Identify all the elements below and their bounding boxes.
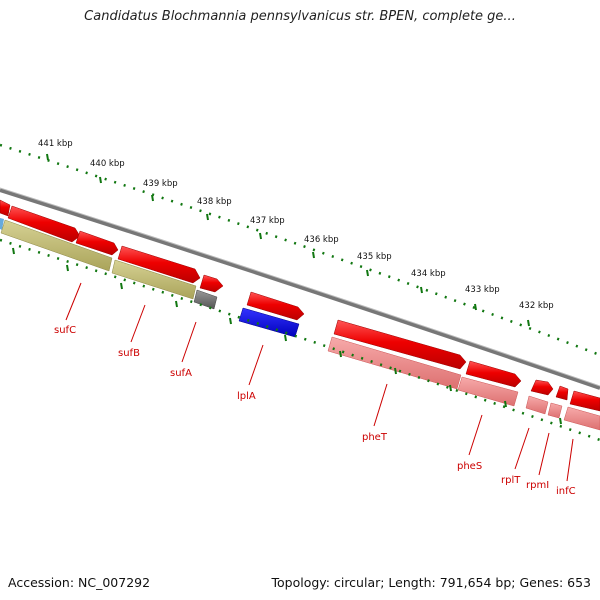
cds-band-pink[interactable] [563,406,600,431]
kbp-label-434: 434 kbp [411,269,446,279]
cds-band-pink[interactable] [547,402,563,419]
cds-band-pink[interactable] [525,395,549,415]
genome-stats-text: Topology: circular; Length: 791,654 bp; … [271,575,592,590]
kbp-label-436: 436 kbp [304,235,339,245]
cds-band-lightblue[interactable] [0,218,4,230]
gene-arrow[interactable] [530,379,554,396]
kbp-label-432: 432 kbp [519,301,554,311]
cds-band-pink[interactable] [457,376,519,407]
forward-strand-genes[interactable] [0,199,600,412]
gene-arrow[interactable] [555,385,569,401]
gene-arrow[interactable] [569,390,600,412]
gene-label-infC: infC [556,486,576,497]
kbp-label-439: 439 kbp [143,179,178,189]
kbp-label-440: 440 kbp [90,159,125,169]
gene-arrow[interactable] [117,245,201,284]
gene-arrow[interactable] [7,205,81,243]
gene-arrow[interactable] [0,199,11,217]
kbp-label-438: 438 kbp [197,197,232,207]
inner-major-ticks [12,247,562,425]
cds-band-gray[interactable] [193,289,218,310]
gene-arrow[interactable] [246,291,305,321]
cds-band-pink[interactable] [327,336,462,390]
gene-label-sufA: sufA [170,368,192,379]
gene-arrow[interactable] [465,360,522,388]
kbp-scale-labels: 441 kbp 440 kbp 439 kbp 438 kbp 437 kbp … [38,139,554,311]
kbp-label-435: 435 kbp [357,252,392,262]
kbp-label-437: 437 kbp [250,216,285,226]
cds-bands[interactable] [0,218,600,431]
gene-label-leaders [65,282,574,482]
genome-backbone [0,188,600,390]
gene-label-pheT: pheT [362,432,388,443]
gene-label-rpmI: rpmI [526,480,549,491]
cds-band-olive[interactable] [0,219,113,272]
gene-arrow[interactable] [75,230,119,256]
gene-label-rplT: rplT [501,475,521,486]
outer-major-ticks [46,153,530,327]
kbp-label-441: 441 kbp [38,139,73,149]
gene-label-pheS: pheS [457,461,482,472]
gene-label-lplA: lplA [237,391,256,402]
gene-arrow[interactable] [333,319,467,370]
accession-text: Accession: NC_007292 [8,575,151,590]
gene-labels: sufC sufB sufA lplA pheT pheS rplT rpmI … [54,325,576,497]
gene-label-sufC: sufC [54,325,76,336]
kbp-label-433: 433 kbp [465,285,500,295]
cds-band-olive[interactable] [111,259,197,300]
gene-arrow[interactable] [199,274,224,293]
map-title: Candidatus Blochmannia pennsylvanicus st… [84,9,516,24]
gene-label-sufB: sufB [118,348,140,359]
inner-tick-arc [0,238,600,442]
